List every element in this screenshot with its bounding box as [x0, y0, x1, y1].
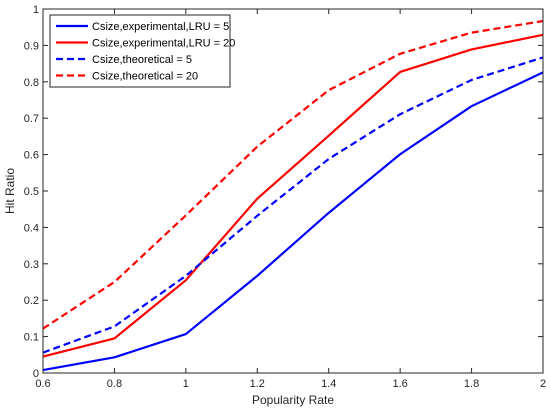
y-tick-label: 1	[33, 4, 39, 16]
y-tick-label: 0	[33, 368, 39, 380]
x-tick-label: 0.6	[35, 378, 50, 390]
legend-label: Csize,theoretical = 5	[92, 54, 192, 66]
legend-label: Csize,experimental,LRU = 20	[92, 38, 235, 50]
x-tick-label: 1	[183, 378, 189, 390]
series-line-4	[42, 19, 544, 330]
series-line-1	[42, 71, 544, 372]
x-tick-label: 1.8	[464, 378, 479, 390]
series-layer	[42, 19, 544, 372]
y-axis-ticks: 0 0.1 0.2 0.3 0.4 0.5 0.6 0.7 0.8 0.9 1	[24, 4, 543, 380]
x-tick-label: 2	[540, 378, 546, 390]
x-axis-ticks: 0.6 0.8 1 1.2 1.4 1.6 1.8 2	[35, 9, 546, 390]
series-line-3	[42, 56, 544, 354]
x-tick-label: 1.4	[321, 378, 336, 390]
series-line-2	[42, 33, 544, 358]
y-tick-label: 0.5	[24, 186, 39, 198]
y-tick-label: 0.6	[24, 150, 39, 162]
y-axis-label: Hit Ratio	[3, 168, 17, 214]
legend-label: Csize,theoretical = 20	[92, 71, 198, 83]
x-tick-label: 1.6	[392, 378, 407, 390]
x-tick-label: 0.8	[107, 378, 122, 390]
x-axis-label: Popularity Rate	[252, 393, 334, 407]
legend-label: Csize,experimental,LRU = 5	[92, 21, 229, 33]
y-tick-label: 0.9	[24, 40, 39, 52]
y-tick-label: 0.8	[24, 77, 39, 89]
x-tick-label: 1.2	[250, 378, 265, 390]
y-tick-label: 0.4	[24, 222, 39, 234]
y-tick-label: 0.7	[24, 113, 39, 125]
y-tick-label: 0.3	[24, 259, 39, 271]
legend: Csize,experimental,LRU = 5 Csize,experime…	[49, 14, 235, 88]
y-tick-label: 0.2	[24, 295, 39, 307]
y-tick-label: 0.1	[24, 332, 39, 344]
